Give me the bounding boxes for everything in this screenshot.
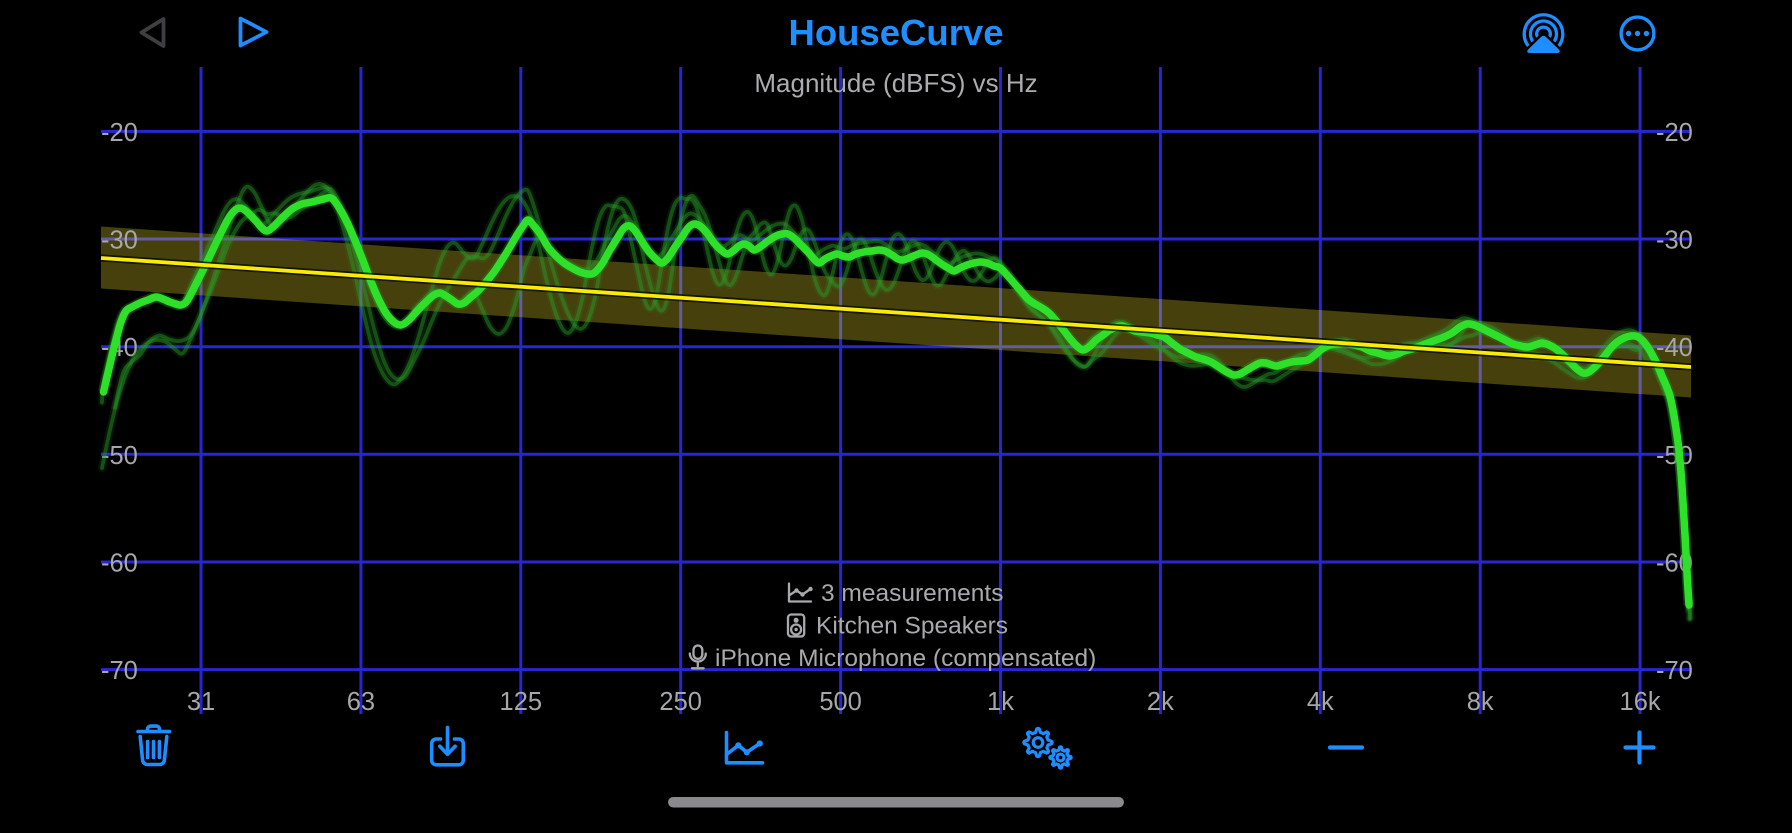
svg-text:125: 125 <box>500 688 543 716</box>
svg-text:iPhone Microphone (compensated: iPhone Microphone (compensated) <box>715 645 1096 672</box>
svg-text:500: 500 <box>819 688 862 716</box>
svg-text:250: 250 <box>659 688 702 716</box>
svg-text:-60: -60 <box>101 550 138 578</box>
svg-text:31: 31 <box>187 688 215 716</box>
svg-text:-50: -50 <box>101 442 138 470</box>
svg-text:8k: 8k <box>1467 688 1494 716</box>
svg-text:-50: -50 <box>1656 442 1693 470</box>
svg-text:-30: -30 <box>101 227 138 255</box>
svg-text:-20: -20 <box>1656 119 1693 147</box>
svg-text:-30: -30 <box>1656 227 1693 255</box>
svg-text:HouseCurve: HouseCurve <box>788 12 1003 53</box>
svg-text:4k: 4k <box>1307 688 1334 716</box>
svg-text:3 measurements: 3 measurements <box>821 580 1003 607</box>
svg-text:-20: -20 <box>101 119 138 147</box>
svg-text:2k: 2k <box>1147 688 1174 716</box>
svg-text:Magnitude (dBFS) vs Hz: Magnitude (dBFS) vs Hz <box>754 68 1037 98</box>
svg-text:1k: 1k <box>987 688 1014 716</box>
svg-text:Kitchen Speakers: Kitchen Speakers <box>816 613 1008 640</box>
svg-text:63: 63 <box>347 688 375 716</box>
svg-text:16k: 16k <box>1620 688 1661 716</box>
svg-text:-70: -70 <box>1656 657 1693 685</box>
svg-text:-70: -70 <box>101 657 138 685</box>
svg-text:-40: -40 <box>1656 334 1693 362</box>
